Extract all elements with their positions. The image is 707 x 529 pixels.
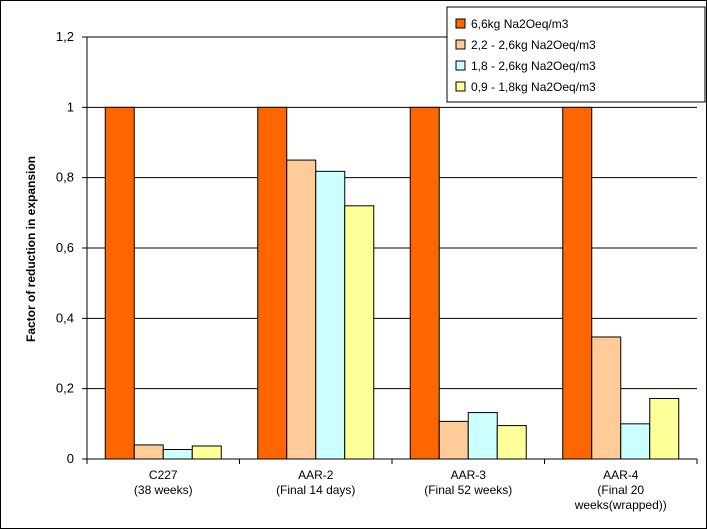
- x-tick-label: (Final 20: [597, 483, 644, 497]
- axes: [82, 36, 698, 464]
- bar: [133, 444, 164, 460]
- bar: [496, 425, 527, 460]
- bar: [409, 106, 440, 460]
- bar: [315, 170, 346, 460]
- legend: 6,6kg Na2Oeq/m3 2,2 - 2,6kg Na2Oeq/m3 1,8 …: [446, 6, 706, 103]
- x-tick-label: (Final 52 weeks): [424, 483, 512, 497]
- bar: [562, 106, 593, 460]
- x-tick-label: AAR-3: [451, 468, 487, 482]
- x-tick-label: weeks(wrapped)): [574, 498, 667, 512]
- x-tick-label: AAR-4: [603, 468, 639, 482]
- y-tick-label: 0,8: [56, 170, 74, 185]
- bar: [467, 412, 498, 460]
- bar: [286, 159, 317, 460]
- bar: [162, 449, 193, 460]
- bar: [649, 398, 680, 460]
- x-tick-label: AAR-2: [298, 468, 334, 482]
- bar: [344, 205, 375, 460]
- legend-swatch: [455, 81, 466, 92]
- x-tick-label: (Final 14 days): [276, 483, 355, 497]
- y-axis-title: Factor of reduction in expansion: [24, 156, 38, 342]
- legend-label: 6,6kg Na2Oeq/m3: [471, 17, 569, 31]
- bar: [257, 106, 288, 460]
- bar: [191, 445, 222, 460]
- y-tick-label: 1,2: [56, 29, 74, 44]
- legend-swatch: [455, 18, 466, 29]
- bars: [104, 106, 680, 460]
- y-tick-label: 0,4: [56, 310, 74, 325]
- bar: [591, 336, 622, 460]
- y-tick-label: 0,6: [56, 240, 74, 255]
- y-tick-label: 1: [67, 99, 74, 114]
- bar: [438, 420, 469, 460]
- x-tick-label: C227: [149, 468, 178, 482]
- x-tick-label: (38 weeks): [134, 483, 193, 497]
- legend-swatch: [455, 39, 466, 50]
- legend-box: [446, 6, 706, 103]
- y-tick-label: 0: [67, 451, 74, 466]
- bar: [104, 106, 135, 460]
- legend-label: 0,9 - 1,8kg Na2Oeq/m3: [471, 80, 596, 94]
- legend-swatch: [455, 60, 466, 71]
- legend-label: 1,8 - 2,6kg Na2Oeq/m3: [471, 59, 596, 73]
- bar: [620, 423, 651, 460]
- legend-label: 2,2 - 2,6kg Na2Oeq/m3: [471, 38, 596, 52]
- y-tick-label: 0,2: [56, 381, 74, 396]
